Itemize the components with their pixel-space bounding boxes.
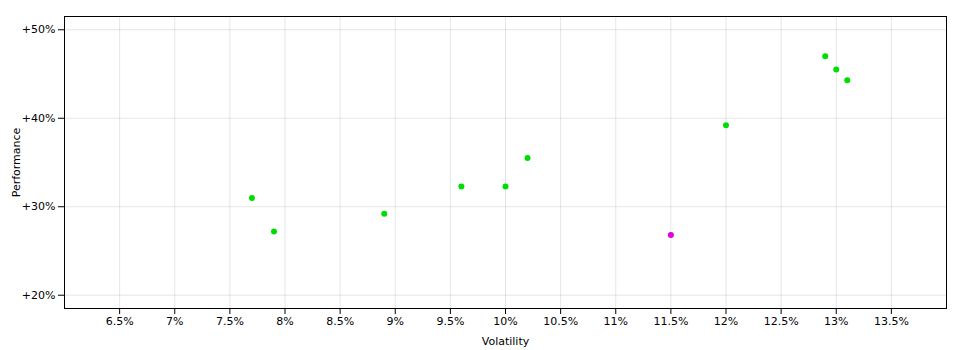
svg-text:13.5%: 13.5% xyxy=(874,315,909,328)
svg-text:+50%: +50% xyxy=(22,23,56,36)
svg-text:7%: 7% xyxy=(166,315,183,328)
svg-text:6.5%: 6.5% xyxy=(106,315,134,328)
svg-text:+20%: +20% xyxy=(22,289,56,302)
svg-text:13%: 13% xyxy=(824,315,848,328)
svg-text:11%: 11% xyxy=(604,315,628,328)
svg-text:9%: 9% xyxy=(387,315,404,328)
svg-text:+30%: +30% xyxy=(22,200,56,213)
svg-text:12.5%: 12.5% xyxy=(764,315,799,328)
svg-text:+40%: +40% xyxy=(22,112,56,125)
svg-text:12%: 12% xyxy=(714,315,738,328)
svg-text:8%: 8% xyxy=(276,315,293,328)
svg-text:9.5%: 9.5% xyxy=(436,315,464,328)
svg-text:7.5%: 7.5% xyxy=(216,315,244,328)
svg-text:11.5%: 11.5% xyxy=(653,315,688,328)
svg-text:10%: 10% xyxy=(493,315,517,328)
svg-text:10.5%: 10.5% xyxy=(543,315,578,328)
svg-text:8.5%: 8.5% xyxy=(326,315,354,328)
svg-text:Volatility: Volatility xyxy=(482,335,530,348)
svg-text:Performance: Performance xyxy=(10,127,23,197)
